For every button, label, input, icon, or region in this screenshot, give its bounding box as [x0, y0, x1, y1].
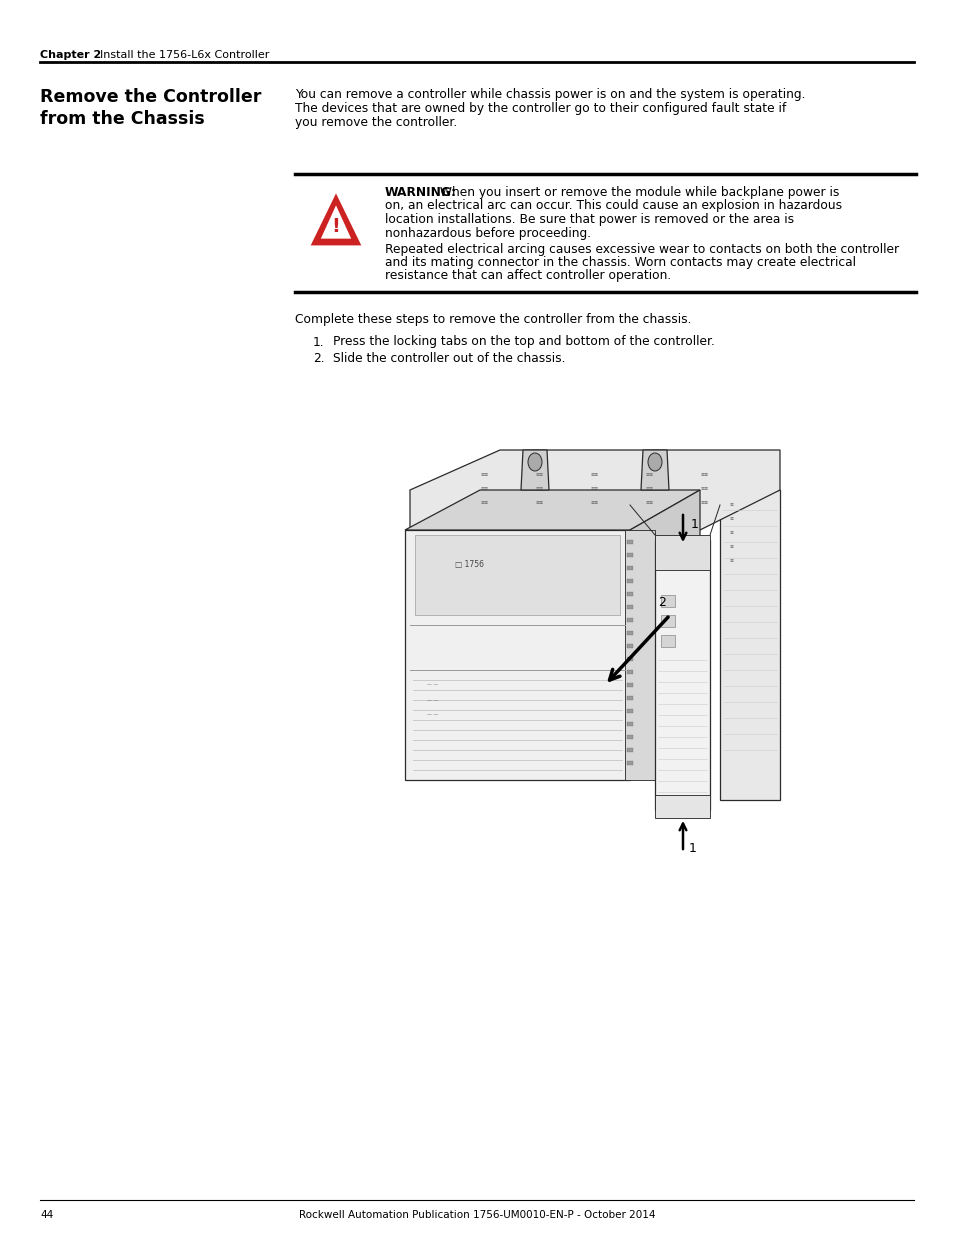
- Text: ≡≡: ≡≡: [700, 500, 708, 505]
- Ellipse shape: [647, 453, 661, 471]
- Bar: [626, 761, 633, 764]
- Polygon shape: [655, 795, 709, 818]
- Bar: [626, 643, 633, 648]
- Text: — —: — —: [427, 698, 437, 703]
- Text: Repeated electrical arcing causes excessive wear to contacts on both the control: Repeated electrical arcing causes excess…: [385, 242, 898, 256]
- Text: ≡: ≡: [729, 503, 734, 508]
- Polygon shape: [311, 194, 361, 246]
- Text: 2.: 2.: [313, 352, 324, 364]
- Polygon shape: [320, 205, 351, 238]
- Polygon shape: [405, 490, 700, 530]
- Bar: [660, 595, 675, 606]
- Text: Press the locking tabs on the top and bottom of the controller.: Press the locking tabs on the top and bo…: [333, 336, 714, 348]
- Text: The devices that are owned by the controller go to their configured fault state : The devices that are owned by the contro…: [294, 103, 785, 115]
- Bar: [626, 618, 633, 622]
- Text: you remove the controller.: you remove the controller.: [294, 116, 456, 128]
- Text: ≡: ≡: [729, 545, 734, 550]
- Bar: [626, 683, 633, 687]
- Text: ≡≡: ≡≡: [590, 500, 598, 505]
- Text: from the Chassis: from the Chassis: [40, 110, 205, 128]
- Polygon shape: [629, 490, 700, 781]
- Bar: [626, 540, 633, 543]
- Text: — —: — —: [427, 713, 437, 718]
- Polygon shape: [640, 450, 668, 490]
- Text: nonhazardous before proceeding.: nonhazardous before proceeding.: [385, 226, 591, 240]
- Polygon shape: [655, 535, 709, 571]
- Polygon shape: [410, 450, 780, 530]
- Bar: [626, 722, 633, 726]
- Text: 1: 1: [688, 841, 696, 855]
- Bar: [626, 748, 633, 752]
- Bar: [626, 671, 633, 674]
- Text: Rockwell Automation Publication 1756-UM0010-EN-P - October 2014: Rockwell Automation Publication 1756-UM0…: [298, 1210, 655, 1220]
- Text: ≡: ≡: [729, 516, 734, 521]
- Text: □ 1756: □ 1756: [455, 561, 484, 569]
- Text: 44: 44: [40, 1210, 53, 1220]
- Text: You can remove a controller while chassis power is on and the system is operatin: You can remove a controller while chassi…: [294, 88, 804, 101]
- Text: ≡≡: ≡≡: [590, 473, 598, 478]
- Text: resistance that can affect controller operation.: resistance that can affect controller op…: [385, 269, 671, 283]
- Text: ≡≡: ≡≡: [700, 473, 708, 478]
- Polygon shape: [655, 540, 709, 810]
- Text: 1.: 1.: [313, 336, 324, 348]
- Text: on, an electrical arc can occur. This could cause an explosion in hazardous: on, an electrical arc can occur. This co…: [385, 200, 841, 212]
- Bar: [626, 579, 633, 583]
- Bar: [626, 735, 633, 739]
- Text: Chapter 2: Chapter 2: [40, 49, 101, 61]
- Bar: [660, 635, 675, 647]
- Polygon shape: [415, 535, 619, 615]
- Text: ≡: ≡: [729, 531, 734, 536]
- Text: ≡≡: ≡≡: [480, 487, 489, 492]
- Text: ≡≡: ≡≡: [480, 473, 489, 478]
- Ellipse shape: [527, 453, 541, 471]
- Bar: [626, 605, 633, 609]
- Text: ≡≡: ≡≡: [536, 473, 543, 478]
- Text: Install the 1756-L6x Controller: Install the 1756-L6x Controller: [100, 49, 269, 61]
- Text: ≡≡: ≡≡: [480, 500, 489, 505]
- Text: location installations. Be sure that power is removed or the area is: location installations. Be sure that pow…: [385, 212, 793, 226]
- Text: !: !: [332, 216, 340, 236]
- Polygon shape: [624, 530, 655, 781]
- Text: ≡≡: ≡≡: [590, 487, 598, 492]
- Bar: [626, 553, 633, 557]
- Text: 2: 2: [658, 597, 665, 610]
- Bar: [626, 657, 633, 661]
- Text: — —: — —: [427, 683, 437, 688]
- Polygon shape: [720, 490, 780, 800]
- Text: 1: 1: [690, 519, 699, 531]
- Bar: [626, 592, 633, 597]
- Polygon shape: [405, 530, 629, 781]
- Polygon shape: [520, 450, 548, 490]
- Bar: [626, 631, 633, 635]
- Text: and its mating connector in the chassis. Worn contacts may create electrical: and its mating connector in the chassis.…: [385, 256, 855, 269]
- Text: Complete these steps to remove the controller from the chassis.: Complete these steps to remove the contr…: [294, 314, 691, 326]
- Text: ≡≡: ≡≡: [645, 500, 654, 505]
- Text: Slide the controller out of the chassis.: Slide the controller out of the chassis.: [333, 352, 565, 364]
- Bar: [660, 615, 675, 627]
- Bar: [626, 709, 633, 713]
- Text: ≡≡: ≡≡: [536, 487, 543, 492]
- Text: ≡≡: ≡≡: [536, 500, 543, 505]
- Text: When you insert or remove the module while backplane power is: When you insert or remove the module whi…: [436, 186, 839, 199]
- Bar: [626, 697, 633, 700]
- Text: ≡≡: ≡≡: [645, 487, 654, 492]
- Text: ≡≡: ≡≡: [645, 473, 654, 478]
- Text: ≡≡: ≡≡: [700, 487, 708, 492]
- Text: Remove the Controller: Remove the Controller: [40, 88, 261, 106]
- Text: WARNING:: WARNING:: [385, 186, 456, 199]
- Bar: [626, 566, 633, 571]
- Text: ≡: ≡: [729, 558, 734, 563]
